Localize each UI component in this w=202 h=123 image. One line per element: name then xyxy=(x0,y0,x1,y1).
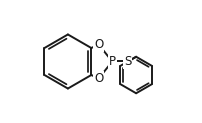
Text: O: O xyxy=(94,38,103,51)
Text: S: S xyxy=(124,55,132,68)
Text: P: P xyxy=(109,55,116,68)
Text: O: O xyxy=(94,72,103,85)
